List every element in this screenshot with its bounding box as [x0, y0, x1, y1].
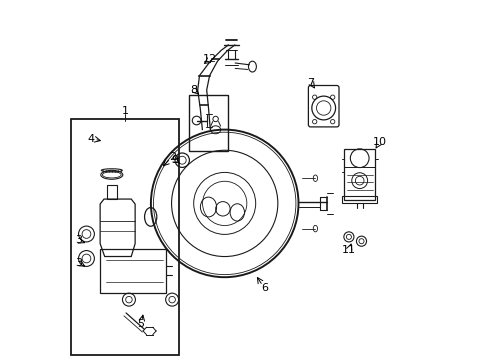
- Text: 5: 5: [138, 319, 144, 329]
- Text: 1: 1: [121, 106, 128, 116]
- Bar: [344, 149, 374, 200]
- Text: 12: 12: [203, 54, 217, 64]
- Bar: [342, 196, 376, 203]
- Text: 4: 4: [88, 134, 95, 144]
- Text: 11: 11: [341, 245, 355, 255]
- Text: 8: 8: [190, 85, 197, 95]
- Bar: [71, 119, 179, 355]
- Text: 7: 7: [307, 78, 314, 88]
- Text: 10: 10: [372, 137, 386, 147]
- Text: 6: 6: [260, 283, 267, 293]
- Text: 9: 9: [171, 155, 178, 165]
- Text: 2: 2: [168, 152, 176, 162]
- Text: 3: 3: [75, 258, 82, 268]
- Text: 3: 3: [75, 235, 82, 246]
- Bar: [188, 95, 228, 151]
